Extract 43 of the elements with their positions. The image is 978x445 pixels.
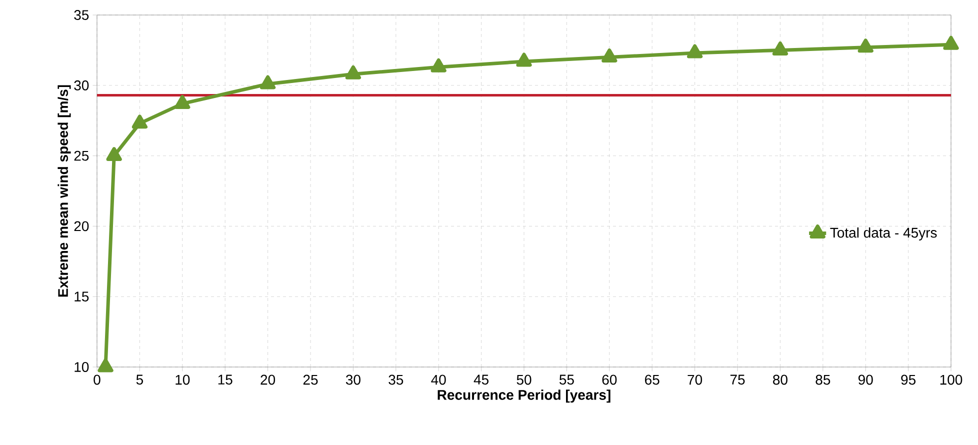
x-tick-label: 5 bbox=[136, 374, 144, 385]
point bbox=[602, 48, 618, 62]
x-tick-label: 25 bbox=[303, 374, 318, 385]
x-tick-label: 65 bbox=[645, 374, 660, 385]
point bbox=[345, 65, 362, 80]
point bbox=[132, 114, 148, 129]
x-tick-label: 35 bbox=[388, 374, 404, 385]
x-tick-label: 80 bbox=[773, 374, 788, 385]
point bbox=[686, 44, 703, 58]
x-tick-label: 60 bbox=[602, 374, 617, 385]
legend-label: Total data - 45yrs bbox=[830, 227, 937, 240]
y-tick-label: 30 bbox=[74, 80, 89, 90]
point bbox=[98, 358, 114, 372]
point bbox=[516, 52, 532, 67]
x-tick-label: 50 bbox=[516, 374, 532, 385]
x-tick-label: 15 bbox=[218, 374, 232, 385]
x-tick-label: 30 bbox=[346, 374, 360, 385]
x-tick-label: 20 bbox=[260, 374, 276, 385]
point bbox=[772, 41, 788, 56]
x-tick-label: 0 bbox=[94, 374, 100, 385]
x-tick-label: 55 bbox=[559, 374, 574, 385]
y-tick-label: 35 bbox=[74, 10, 89, 20]
x-tick-label: 75 bbox=[730, 374, 745, 385]
point bbox=[943, 36, 959, 50]
x-tick-label: 70 bbox=[688, 374, 702, 385]
y-tick-label: 20 bbox=[74, 221, 89, 232]
y-tick-label: 25 bbox=[74, 150, 89, 161]
x-tick-label: 45 bbox=[474, 374, 488, 385]
y-tick-label: 10 bbox=[74, 362, 89, 372]
point bbox=[106, 147, 122, 162]
x-tick-label: 90 bbox=[858, 374, 873, 385]
point bbox=[260, 75, 276, 90]
point bbox=[430, 58, 446, 72]
x-tick-label: 10 bbox=[176, 374, 190, 385]
y-axis-title: Extreme mean wind speed [m/s] bbox=[58, 85, 71, 297]
y-tick-label: 15 bbox=[74, 292, 89, 302]
x-tick-label: 40 bbox=[431, 374, 446, 385]
point bbox=[858, 38, 874, 53]
x-tick-label: 100 bbox=[940, 374, 962, 385]
point bbox=[174, 94, 190, 109]
x-tick-label: 95 bbox=[901, 374, 916, 385]
x-tick-label: 85 bbox=[816, 374, 830, 385]
x-axis-title: Recurrence Period [years] bbox=[438, 390, 610, 403]
